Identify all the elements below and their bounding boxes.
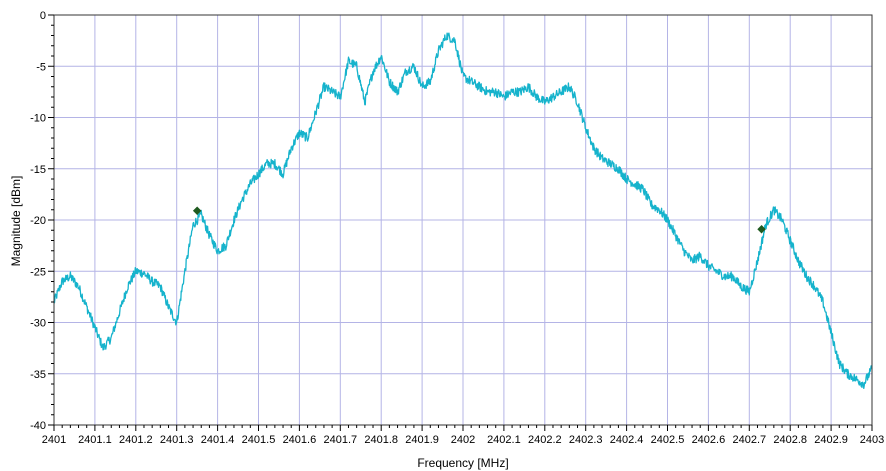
x-tick-label: 2401.9	[405, 434, 439, 446]
x-tick-label: 2402.7	[732, 434, 766, 446]
x-tick-label: 2401.1	[78, 434, 112, 446]
x-tick-label: 2402	[451, 434, 475, 446]
x-tick-label: 2402.9	[814, 434, 848, 446]
y-tick-label: -35	[30, 369, 46, 381]
y-tick-label: -15	[30, 164, 46, 176]
y-tick-label: -20	[30, 215, 46, 227]
x-tick-label: 2401.8	[364, 434, 398, 446]
x-tick-label: 2402.4	[610, 434, 644, 446]
x-tick-label: 2402.2	[528, 434, 562, 446]
y-tick-label: -25	[30, 266, 46, 278]
x-tick-label: 2401.4	[201, 434, 235, 446]
x-tick-label: 2402.1	[487, 434, 521, 446]
x-tick-label: 2402.6	[692, 434, 726, 446]
magnitude-trace	[53, 32, 873, 390]
trace-marker	[192, 206, 202, 216]
x-axis-title: Frequency [MHz]	[417, 456, 508, 470]
y-tick-label: 0	[40, 10, 46, 22]
x-tick-label: 2401.3	[160, 434, 194, 446]
x-tick-label: 2401	[42, 434, 66, 446]
y-tick-label: -5	[36, 61, 46, 73]
x-tick-label: 2402.8	[773, 434, 807, 446]
x-tick-label: 2401.2	[119, 434, 153, 446]
x-tick-label: 2401.6	[283, 434, 317, 446]
y-tick-label: -30	[30, 318, 46, 330]
y-tick-label: -10	[30, 113, 46, 125]
x-tick-label: 2401.5	[242, 434, 276, 446]
axis-layer: 2401 2401.1 2401.2 2401.3 2401.4 2401.5 2401.6…	[30, 10, 884, 446]
x-tick-label: 2402.3	[569, 434, 603, 446]
x-tick-label: 2403	[860, 434, 884, 446]
x-tick-label: 2401.7	[323, 434, 357, 446]
y-axis-title: Magnitude [dBm]	[9, 176, 23, 267]
grid-layer	[53, 14, 873, 426]
x-tick-label: 2402.5	[651, 434, 685, 446]
series-layer	[53, 32, 873, 390]
y-tick-label: -40	[30, 420, 46, 432]
